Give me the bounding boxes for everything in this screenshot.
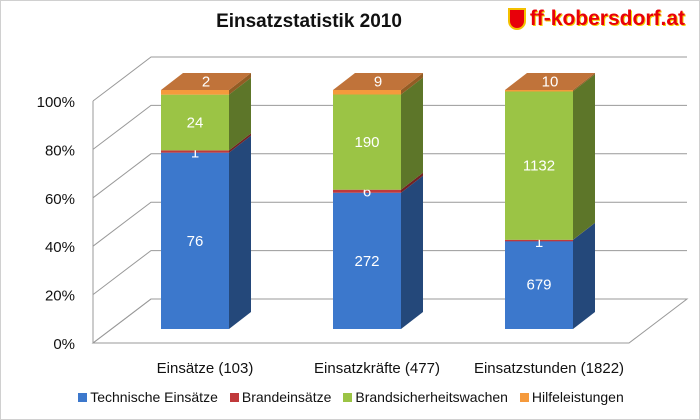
bar-segment — [161, 152, 229, 329]
bar-segment — [505, 91, 573, 240]
bar-segment — [161, 90, 229, 95]
legend-item: Hilfeleistungen — [519, 389, 624, 405]
bar-side — [401, 172, 423, 193]
bar-segment — [505, 239, 573, 242]
bar-top — [161, 73, 251, 90]
data-label: 1132 — [523, 158, 555, 175]
bar-side — [573, 222, 595, 240]
legend-label: Technische Einsätze — [90, 389, 218, 405]
y-tick-label: 60% — [45, 191, 75, 208]
shield-icon — [507, 8, 526, 30]
data-label: 24 — [187, 114, 204, 131]
x-tick-label: Einsatzstunden (1822) — [474, 360, 624, 377]
legend-item: Technische Einsätze — [78, 389, 218, 405]
data-label: 1 — [535, 234, 543, 251]
bar-segment — [333, 90, 401, 95]
bar-side — [229, 73, 251, 95]
bar-top — [505, 73, 595, 90]
data-label: 6 — [363, 184, 371, 201]
bar-side — [229, 77, 251, 151]
bar-segment — [333, 192, 401, 329]
bar-segment — [161, 150, 229, 153]
bar-side — [573, 222, 595, 329]
x-tick-label: Einsatzkräfte (477) — [314, 360, 440, 377]
legend-label: Brandeinsätze — [241, 389, 332, 405]
data-label: 9 — [374, 74, 382, 91]
data-label: 10 — [542, 74, 559, 91]
legend: Technische Einsätze Brandeinsätze Brandsic… — [1, 389, 699, 405]
bar-segment — [505, 239, 573, 329]
legend-swatch — [229, 392, 239, 402]
data-label: 76 — [187, 233, 204, 250]
y-tick-label: 40% — [45, 239, 75, 256]
bar-segment — [505, 90, 573, 92]
bar-side — [401, 77, 423, 190]
data-label: 272 — [354, 253, 379, 270]
x-tick-label: Einsätze (103) — [157, 360, 254, 377]
bar-side — [573, 73, 595, 92]
y-tick-label: 0% — [53, 336, 75, 353]
legend-label: Hilfeleistungen — [531, 389, 624, 405]
bar-top — [333, 73, 423, 90]
bar-segment — [161, 94, 229, 151]
data-label: 190 — [354, 134, 379, 151]
y-tick-label: 100% — [37, 94, 75, 111]
y-tick-label: 20% — [45, 288, 75, 305]
legend-label: Brandsicherheitswachen — [355, 389, 508, 405]
legend-swatch — [78, 392, 88, 402]
logo: ff-kobersdorf.at — [507, 7, 685, 31]
y-tick-label: 80% — [45, 142, 75, 159]
logo-text: ff-kobersdorf.at — [529, 7, 685, 30]
gridline — [92, 56, 687, 102]
bar-side — [401, 175, 423, 329]
legend-swatch — [343, 392, 353, 402]
bar-segment — [333, 94, 401, 190]
bar-side — [573, 74, 595, 240]
data-label: 679 — [526, 276, 551, 293]
bar-side — [401, 73, 423, 95]
bar-side — [229, 133, 251, 153]
bar-side — [229, 135, 251, 329]
legend-item: Brandeinsätze — [229, 389, 332, 405]
data-label: 1 — [191, 144, 199, 161]
bar-segment — [333, 189, 401, 193]
legend-swatch — [519, 392, 529, 402]
chart-title: Einsatzstatistik 2010 — [216, 11, 402, 32]
legend-item: Brandsicherheitswachen — [343, 389, 508, 405]
data-label: 2 — [202, 74, 210, 91]
